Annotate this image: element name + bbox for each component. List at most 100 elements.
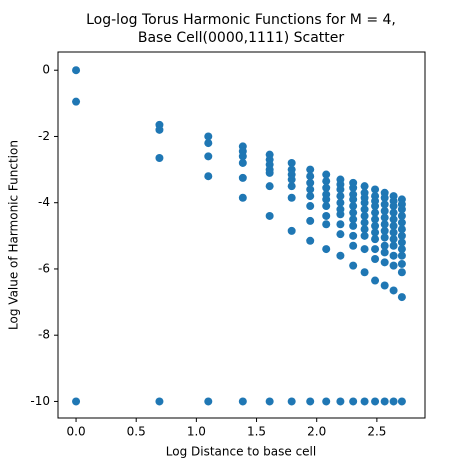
x-tick-label: 2.0: [307, 425, 326, 439]
point: [238, 158, 247, 167]
point: [265, 211, 274, 220]
point: [336, 397, 345, 406]
point: [265, 182, 274, 191]
point: [389, 241, 398, 250]
point: [397, 211, 406, 220]
point: [287, 193, 296, 202]
point: [360, 198, 369, 207]
y-tick-label: -10: [30, 394, 50, 408]
point: [380, 220, 389, 229]
point: [349, 221, 358, 230]
point: [265, 168, 274, 177]
point: [360, 218, 369, 227]
x-tick-label: 0.5: [127, 425, 146, 439]
point: [322, 177, 331, 186]
point: [371, 235, 380, 244]
y-tick-label: -8: [38, 328, 50, 342]
point: [371, 255, 380, 264]
point: [336, 198, 345, 207]
point: [397, 259, 406, 268]
x-tick-label: 0.0: [67, 425, 86, 439]
point: [380, 241, 389, 250]
y-tick-label: 0: [42, 63, 50, 77]
point: [349, 231, 358, 240]
point: [360, 205, 369, 214]
point: [155, 153, 164, 162]
x-tick-label: 2.5: [367, 425, 386, 439]
point: [238, 193, 247, 202]
point: [360, 231, 369, 240]
point: [389, 202, 398, 211]
point: [287, 397, 296, 406]
point: [336, 210, 345, 219]
point: [306, 178, 315, 187]
point: [204, 397, 213, 406]
point: [204, 172, 213, 181]
point: [371, 215, 380, 224]
point: [349, 261, 358, 270]
point: [72, 66, 81, 75]
point: [371, 208, 380, 217]
point: [265, 397, 274, 406]
point: [349, 195, 358, 204]
point: [322, 211, 331, 220]
point: [380, 397, 389, 406]
point: [287, 226, 296, 235]
point: [397, 238, 406, 247]
point: [397, 231, 406, 240]
point: [371, 245, 380, 254]
point: [371, 185, 380, 194]
point: [322, 220, 331, 229]
chart-title: Log-log Torus Harmonic Functions for M =…: [86, 12, 396, 28]
x-tick-label: 1.0: [187, 425, 206, 439]
point: [306, 185, 315, 194]
point: [72, 397, 81, 406]
point: [238, 173, 247, 182]
point: [380, 233, 389, 242]
point: [349, 215, 358, 224]
point: [380, 281, 389, 290]
point: [397, 251, 406, 260]
point: [360, 225, 369, 234]
point: [238, 152, 247, 161]
point: [360, 245, 369, 254]
point: [397, 225, 406, 234]
point: [336, 251, 345, 260]
point: [306, 172, 315, 181]
point: [306, 397, 315, 406]
point: [322, 195, 331, 204]
plot-frame: [57, 51, 426, 419]
y-axis-label: Log Value of Harmonic Function: [7, 140, 21, 330]
point: [397, 245, 406, 254]
point: [360, 397, 369, 406]
point: [336, 185, 345, 194]
point: [389, 286, 398, 295]
y-tick-label: -2: [38, 129, 50, 143]
point: [397, 205, 406, 214]
point: [238, 397, 247, 406]
point: [155, 397, 164, 406]
point: [349, 208, 358, 217]
point: [336, 192, 345, 201]
point: [349, 202, 358, 211]
point: [306, 165, 315, 174]
point: [360, 182, 369, 191]
point: [322, 245, 331, 254]
point: [306, 216, 315, 225]
point: [389, 261, 398, 270]
point: [380, 200, 389, 209]
point: [371, 228, 380, 237]
point: [371, 397, 380, 406]
y-tick-label: -6: [38, 261, 50, 275]
point: [322, 183, 331, 192]
point: [204, 139, 213, 148]
point: [389, 215, 398, 224]
point: [204, 132, 213, 141]
point: [336, 230, 345, 239]
y-tick-label: -4: [38, 195, 50, 209]
point: [380, 226, 389, 235]
point: [72, 97, 81, 106]
point: [371, 202, 380, 211]
point: [380, 248, 389, 257]
